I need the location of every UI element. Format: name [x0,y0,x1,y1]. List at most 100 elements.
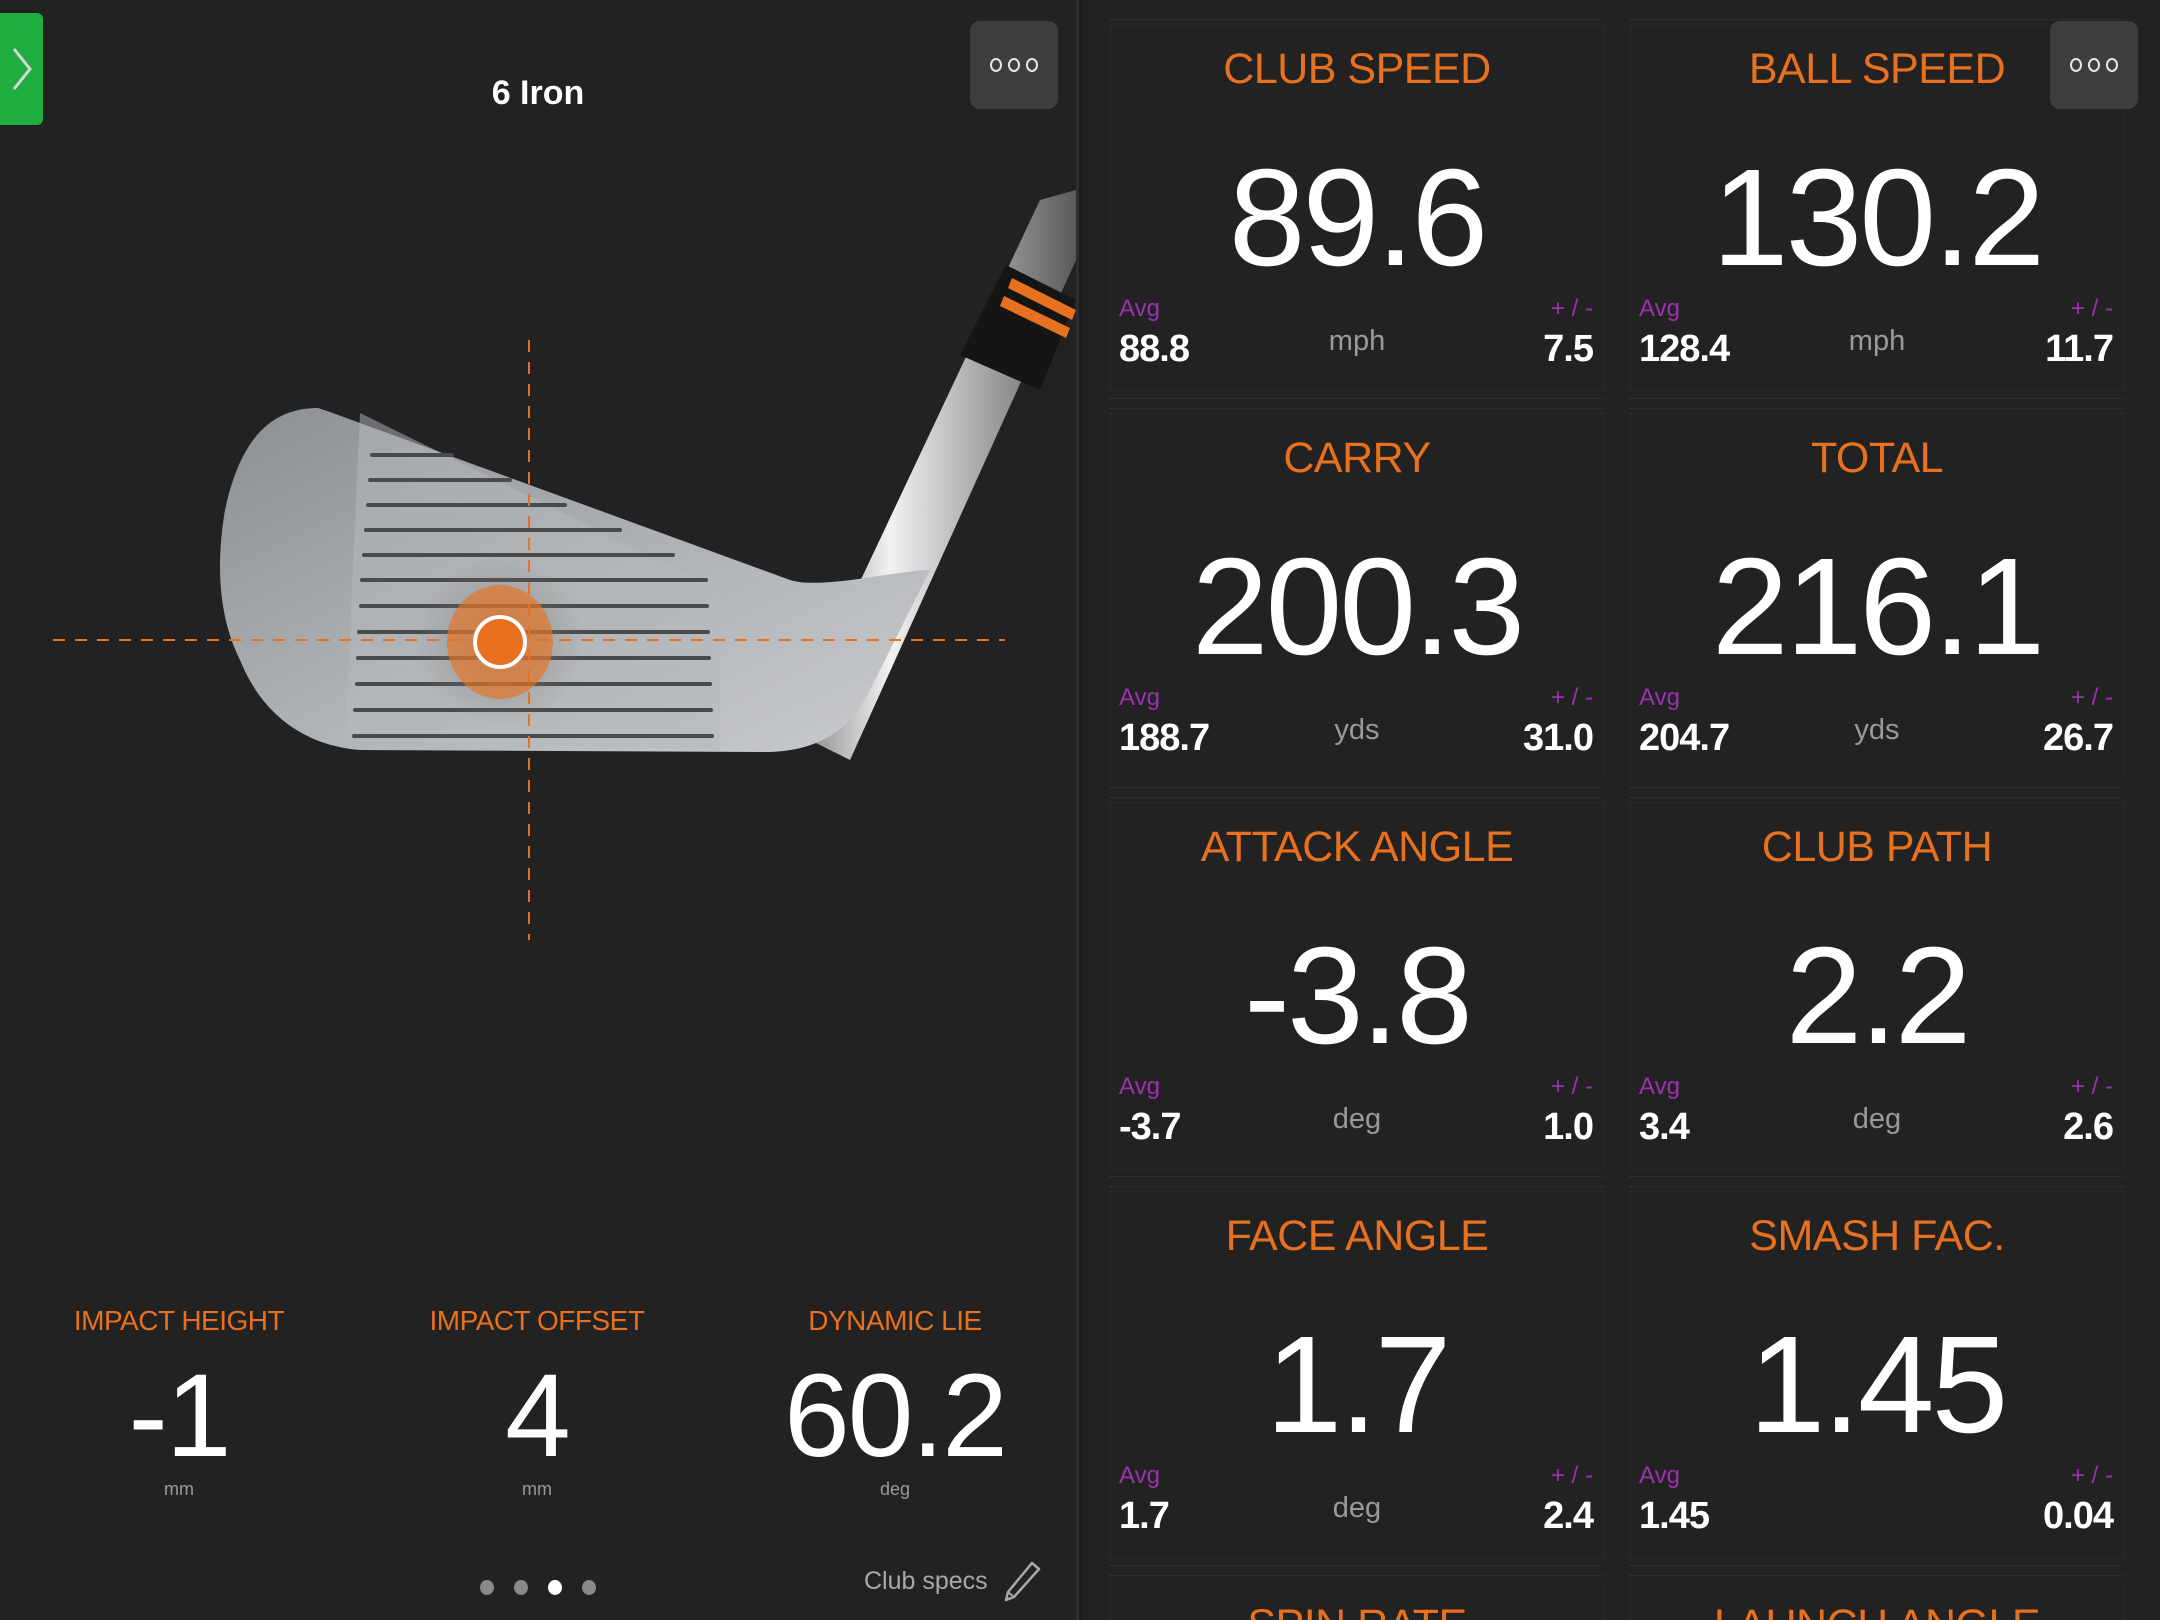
tile-club-speed[interactable]: CLUB SPEED 89.6 Avg 88.8 mph + / - 7.5 [1110,24,1604,392]
avg-label: Avg [1639,684,1680,711]
chevron-right-icon [12,48,32,90]
avg-value: 88.8 [1119,328,1190,370]
page-dot-3-active[interactable] [548,1580,562,1595]
club-specs-button[interactable]: Club specs [864,1560,1042,1602]
tile-value: 1.45 [1748,1308,2009,1462]
tile-value: 130.2 [1711,141,2045,295]
deviation-value: 31.0 [1523,717,1594,759]
tile-label: TOTAL [1810,434,1944,482]
metric-unit: mm [522,1479,552,1499]
deviation-value: 2.4 [1543,1495,1594,1537]
tile-smash-factor[interactable]: SMASH FAC. 1.45 Avg 1.45 + / - 0.04 [1630,1191,2124,1559]
deviation-value: 26.7 [2043,717,2114,759]
avg-value: -3.7 [1119,1106,1181,1148]
deviation-label: + / - [1550,1073,1593,1100]
tile-unit: mph [1848,325,1906,357]
tile-spin-rate[interactable]: SPIN RATE [1110,1580,1604,1620]
page-indicator [480,1580,596,1595]
iron-club-icon [53,190,1076,940]
avg-label: Avg [1119,1462,1160,1489]
metric-unit: mm [164,1479,194,1499]
tile-label: FACE ANGLE [1225,1212,1489,1260]
tile-unit: mph [1328,325,1386,357]
avg-label: Avg [1119,1073,1160,1100]
deviation-label: + / - [2070,1462,2113,1489]
dynamic-lie-metric: DYNAMIC LIE 60.2 deg [716,1305,1074,1500]
deviation-value: 2.6 [2063,1106,2114,1148]
more-dots-icon [2070,58,2082,72]
tile-launch-angle[interactable]: LAUNCH ANGLE [1630,1580,2124,1620]
tile-unit: deg [1852,1103,1902,1135]
shot-data-grid[interactable]: CLUB SPEED 89.6 Avg 88.8 mph + / - 7.5 B… [1082,0,2160,1620]
deviation-value: 11.7 [2045,328,2114,370]
tile-label: BALL SPEED [1748,45,2006,93]
avg-value: 128.4 [1639,328,1730,370]
tile-unit: yds [1854,714,1900,746]
metric-label: IMPACT OFFSET [429,1305,645,1336]
page-dot-2[interactable] [514,1580,528,1595]
tile-face-angle[interactable]: FACE ANGLE 1.7 Avg 1.7 deg + / - 2.4 [1110,1191,1604,1559]
metric-unit: deg [879,1479,911,1499]
avg-label: Avg [1639,295,1680,322]
avg-value: 3.4 [1639,1106,1690,1148]
tile-value: 1.7 [1265,1308,1452,1462]
tile-value: 200.3 [1191,530,1525,684]
metric-value: 4 [505,1350,571,1482]
club-face-illustration [0,150,1076,950]
avg-label: Avg [1639,1073,1680,1100]
deviation-value: 1.0 [1543,1106,1594,1148]
impact-offset-metric: IMPACT OFFSET 4 mm [358,1305,716,1500]
deviation-label: + / - [2070,1073,2113,1100]
tile-value: 89.6 [1228,141,1489,295]
metric-value: 60.2 [784,1350,1008,1482]
data-menu-button[interactable] [2050,21,2138,109]
impact-point-marker [473,615,527,669]
tile-value: 2.2 [1785,919,1972,1073]
deviation-label: + / - [1550,1462,1593,1489]
page-dot-4[interactable] [582,1580,596,1595]
tile-label: CARRY [1283,434,1431,482]
tile-attack-angle[interactable]: ATTACK ANGLE -3.8 Avg -3.7 deg + / - 1.0 [1110,802,1604,1170]
page-dot-1[interactable] [480,1580,494,1595]
tile-label: CLUB SPEED [1223,45,1491,93]
tile-label: ATTACK ANGLE [1200,823,1514,871]
tile-label: SMASH FAC. [1749,1212,2005,1260]
club-menu-button[interactable] [970,21,1058,109]
tile-label: SPIN RATE [1111,1601,1603,1620]
metric-label: IMPACT HEIGHT [73,1305,285,1336]
impact-metrics: IMPACT HEIGHT -1 mm IMPACT OFFSET 4 mm D… [0,1305,1076,1500]
tile-value: -3.8 [1244,919,1473,1073]
tile-ball-speed[interactable]: BALL SPEED 130.2 Avg 128.4 mph + / - 11.… [1630,24,2124,392]
avg-label: Avg [1119,684,1160,711]
deviation-value: 7.5 [1543,328,1594,370]
deviation-label: + / - [1550,684,1593,711]
avg-value: 204.7 [1639,717,1730,759]
avg-value: 188.7 [1119,717,1210,759]
deviation-label: + / - [2070,295,2113,322]
avg-label: Avg [1639,1462,1680,1489]
tile-unit: deg [1332,1103,1382,1135]
metric-value: -1 [128,1350,232,1482]
tile-unit: deg [1332,1492,1382,1524]
impact-height-metric: IMPACT HEIGHT -1 mm [0,1305,358,1500]
avg-value: 1.45 [1639,1495,1710,1537]
deviation-label: + / - [1550,295,1593,322]
deviation-label: + / - [2070,684,2113,711]
tile-unit: yds [1334,714,1380,746]
pencil-icon [1004,1561,1040,1602]
club-title: 6 Iron [491,74,585,112]
deviation-value: 0.04 [2043,1495,2114,1537]
tile-total[interactable]: TOTAL 216.1 Avg 204.7 yds + / - 26.7 [1630,413,2124,781]
tile-carry[interactable]: CARRY 200.3 Avg 188.7 yds + / - 31.0 [1110,413,1604,781]
metric-label: DYNAMIC LIE [808,1305,982,1336]
tile-value: 216.1 [1711,530,2045,684]
tile-label: LAUNCH ANGLE [1631,1601,2123,1620]
avg-label: Avg [1119,295,1160,322]
tile-label: CLUB PATH [1761,823,1993,871]
more-dots-icon [990,58,1002,72]
avg-value: 1.7 [1119,1495,1170,1537]
club-specs-label: Club specs [864,1566,988,1595]
tile-club-path[interactable]: CLUB PATH 2.2 Avg 3.4 deg + / - 2.6 [1630,802,2124,1170]
expand-sidebar-button[interactable] [0,13,43,125]
club-impact-panel: 6 Iron [0,0,1079,1620]
